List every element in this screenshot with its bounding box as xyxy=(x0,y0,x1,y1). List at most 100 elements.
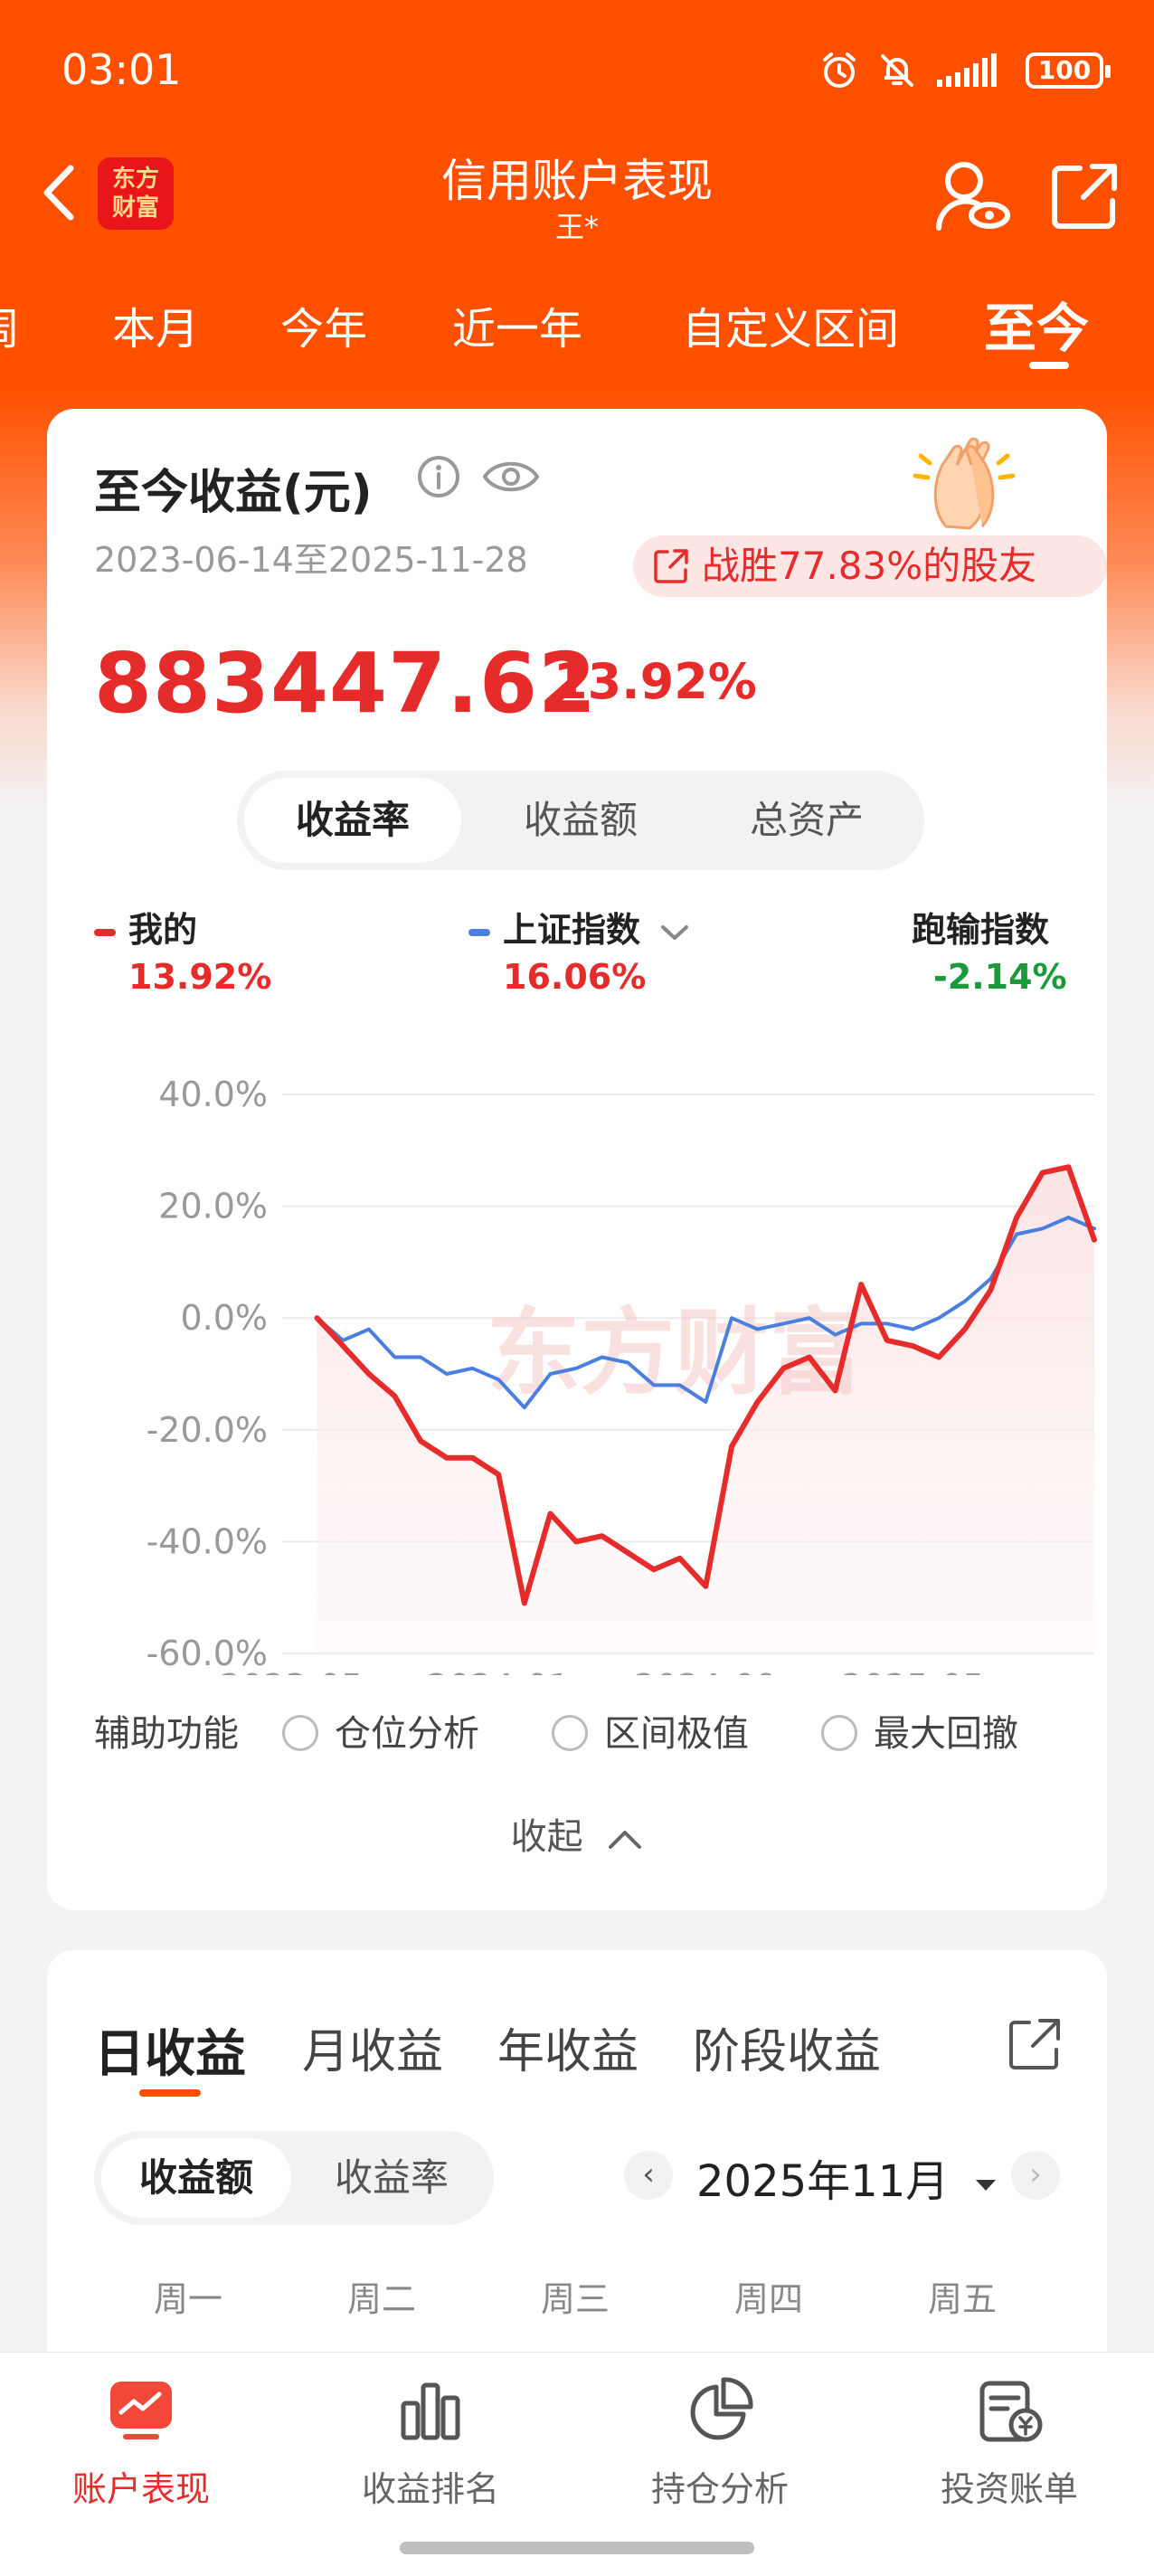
x-tick-label: 2023-05 xyxy=(220,1667,364,1675)
tab-monthly-income[interactable]: 月收益 xyxy=(302,2025,444,2079)
legend-index-value: 16.06% xyxy=(503,957,647,997)
legend-mine: 我的 xyxy=(94,902,197,952)
option-position-analysis[interactable]: 仓位分析 xyxy=(282,1704,479,1757)
nav-account-performance-label: 账户表现 xyxy=(71,2469,210,2509)
nav-account-performance[interactable]: 账户表现 xyxy=(33,2376,250,2511)
metric-return-amount[interactable]: 收益额 xyxy=(523,798,638,842)
legend-mine-swatch xyxy=(94,928,116,936)
legend-index[interactable]: 上证指数 xyxy=(468,902,690,952)
x-tick-label: 2024-01 xyxy=(427,1667,571,1675)
weekday-thu: 周四 xyxy=(733,2279,803,2319)
tab-week[interactable]: 周 xyxy=(0,293,20,356)
mode-amount[interactable]: 收益额 xyxy=(101,2138,291,2218)
x-tick-label: 2025-05 xyxy=(841,1667,985,1675)
chevron-up-icon xyxy=(609,1831,642,1849)
income-mode-switch: 收益额 收益率 xyxy=(94,2131,494,2225)
battery-indicator: 100 xyxy=(1026,52,1111,89)
legend-diff-value: -2.14% xyxy=(933,957,1067,997)
radio-position-analysis[interactable] xyxy=(282,1715,318,1751)
tab-custom-range[interactable]: 自定义区间 xyxy=(682,304,900,355)
back-arrow-icon[interactable] xyxy=(36,161,81,224)
status-icons: 100 xyxy=(819,51,1111,90)
nav-holdings-analysis-label: 持仓分析 xyxy=(650,2469,789,2509)
aux-label: 辅助功能 xyxy=(94,1713,239,1755)
tab-this-month[interactable]: 本月 xyxy=(112,304,200,355)
home-indicator xyxy=(400,2542,754,2554)
y-tick-label: -20.0% xyxy=(147,1410,268,1450)
info-icon[interactable] xyxy=(416,454,461,499)
option-max-drawdown-label: 最大回撤 xyxy=(874,1713,1018,1755)
y-tick-label: -60.0% xyxy=(147,1634,268,1673)
nav-income-ranking-label: 收益排名 xyxy=(361,2469,499,2509)
watermark-text: 东方财富 xyxy=(487,1297,863,1407)
series-line-index xyxy=(315,1216,1096,1410)
brand-logo: 东方 财富 xyxy=(98,157,174,230)
status-time: 03:01 xyxy=(61,45,182,94)
nav-income-ranking[interactable]: 收益排名 xyxy=(322,2376,539,2511)
caret-down-icon xyxy=(975,2180,996,2191)
bill-icon xyxy=(979,2381,1043,2442)
beat-peers-badge[interactable]: 战胜77.83%的股友 xyxy=(633,535,1107,597)
tab-daily-income[interactable]: 日收益 xyxy=(94,2013,246,2097)
date-range: 2023-06-14至2025-11-28 xyxy=(94,540,528,580)
status-bar: 03:01 100 xyxy=(0,0,1154,145)
radio-range-extremes[interactable] xyxy=(552,1715,588,1751)
y-tick-label: 40.0% xyxy=(158,1075,268,1114)
tab-last-year[interactable]: 近一年 xyxy=(452,304,583,355)
return-line-chart: 40.0% 20.0% 0.0% -20.0% -40.0% -60.0%2023-05 2… xyxy=(147,1075,1097,1675)
next-month-button[interactable]: › xyxy=(1011,2151,1060,2200)
collapse-button[interactable]: 收起 xyxy=(47,1807,1107,1860)
pie-chart-icon xyxy=(690,2377,753,2440)
mode-rate[interactable]: 收益率 xyxy=(334,2155,449,2200)
legend-index-swatch xyxy=(468,928,490,936)
prev-month-button[interactable]: ‹ xyxy=(624,2151,673,2200)
signal-icon xyxy=(937,53,997,87)
option-max-drawdown[interactable]: 最大回撤 xyxy=(821,1704,1018,1757)
y-tick-label: -40.0% xyxy=(147,1521,268,1561)
period-tabs: 周 本月 今年 近一年 自定义区间 至今 xyxy=(0,280,1154,380)
nav-holdings-analysis[interactable]: 持仓分析 xyxy=(611,2376,828,2511)
beat-peers-text: 战胜77.83%的股友 xyxy=(702,544,1037,588)
option-range-extremes[interactable]: 区间极值 xyxy=(552,1704,749,1757)
month-label: 2025年11月 xyxy=(696,2156,950,2207)
chevron-down-icon xyxy=(661,924,689,940)
series-line-mine xyxy=(314,1164,1097,1606)
y-tick-label: 0.0% xyxy=(180,1298,268,1338)
account-name: 王* xyxy=(554,210,599,244)
option-position-analysis-label: 仓位分析 xyxy=(335,1713,479,1755)
tab-this-year[interactable]: 今年 xyxy=(280,304,368,355)
legend-mine-value: 13.92% xyxy=(128,957,272,997)
share-icon[interactable] xyxy=(1049,159,1121,232)
total-profit-percent: 13.92% xyxy=(553,653,757,710)
total-profit-amount: 883447.62 xyxy=(94,635,598,732)
brand-logo-line1: 东方 xyxy=(111,166,159,193)
summary-title: 至今收益(元) xyxy=(94,466,373,520)
y-tick-label: 20.0% xyxy=(158,1187,268,1226)
weekday-fri: 周五 xyxy=(927,2279,997,2319)
radio-max-drawdown[interactable] xyxy=(821,1715,857,1751)
x-tick-label: 2024-09 xyxy=(634,1667,778,1675)
share-icon[interactable] xyxy=(1006,2015,1064,2073)
nav-investment-bill-label: 投资账单 xyxy=(940,2469,1078,2509)
area-fill xyxy=(317,1167,1094,1653)
tab-since-inception[interactable]: 至今 xyxy=(984,286,1089,369)
tab-yearly-income[interactable]: 年收益 xyxy=(497,2025,639,2079)
legend-mine-label: 我的 xyxy=(128,910,198,950)
page-title: 信用账户表现 xyxy=(441,155,713,207)
alarm-icon xyxy=(823,52,856,88)
tab-stage-income[interactable]: 阶段收益 xyxy=(693,2025,882,2079)
eye-icon[interactable] xyxy=(481,452,541,501)
metric-switch: 收益率 收益额 总资产 xyxy=(237,771,924,870)
clapping-hands-icon xyxy=(913,437,1016,530)
nav-investment-bill[interactable]: 投资账单 xyxy=(901,2376,1118,2511)
performance-card: 至今收益(元) 2023-06-14至2025-11-28 战胜77.83%的股… xyxy=(47,409,1107,1910)
legend-index-label: 上证指数 xyxy=(503,910,641,950)
brand-logo-line2: 财富 xyxy=(111,194,159,222)
month-selector[interactable]: 2025年11月 xyxy=(696,2145,999,2209)
collapse-label: 收起 xyxy=(510,1816,583,1858)
user-privacy-icon[interactable] xyxy=(932,156,1013,237)
metric-return-rate[interactable]: 收益率 xyxy=(244,778,461,863)
share-small-icon xyxy=(654,549,688,583)
metric-total-assets[interactable]: 总资产 xyxy=(749,798,864,842)
bottom-nav: 账户表现 收益排名 持仓分析 投资账单 xyxy=(0,2352,1154,2576)
